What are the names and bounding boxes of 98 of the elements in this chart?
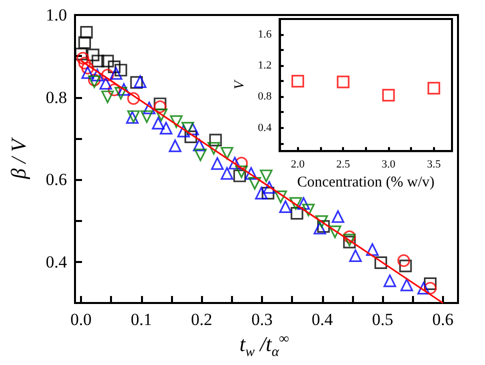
point [262, 181, 276, 194]
point [291, 74, 304, 88]
point [228, 156, 242, 170]
point [233, 170, 246, 182]
y-axis-title: β / V [6, 137, 30, 180]
point [397, 254, 410, 267]
point [130, 76, 143, 89]
y-tick-label: 0.4 [258, 122, 272, 134]
point [192, 138, 206, 152]
point [317, 220, 330, 233]
x-tick-label: 3.5 [426, 158, 442, 171]
point [184, 130, 198, 144]
point [168, 140, 182, 152]
point [424, 282, 437, 294]
point [207, 142, 220, 155]
x-axis-title: Concentration (% w/v) [297, 174, 435, 190]
point [114, 64, 128, 76]
point [86, 48, 100, 62]
point [181, 122, 194, 134]
x-tick-label: 0.5 [372, 310, 394, 329]
point [343, 230, 356, 244]
y-tick-label: 1.6 [258, 28, 272, 41]
point [262, 186, 274, 200]
x-tick-label: 0.3 [251, 310, 273, 329]
point [328, 226, 342, 238]
point [134, 75, 146, 88]
y-tick-label: 1.2 [258, 60, 272, 72]
point [235, 156, 248, 170]
point [154, 108, 168, 122]
x-tick-label: 0.4 [312, 310, 334, 329]
point [314, 222, 326, 234]
point [248, 176, 262, 190]
point [424, 277, 437, 290]
point [80, 26, 93, 39]
x-tick-label: 2.5 [336, 158, 351, 171]
point [235, 165, 248, 178]
point [110, 67, 122, 80]
point [170, 115, 183, 128]
point [302, 204, 315, 216]
point [99, 76, 112, 90]
point [428, 82, 440, 94]
point [417, 282, 430, 294]
point [220, 167, 234, 180]
point [108, 60, 121, 74]
point [400, 278, 414, 292]
point [244, 167, 258, 180]
point [399, 260, 412, 272]
point [114, 86, 128, 100]
x-tick-label: 2.0 [290, 158, 306, 171]
point [78, 36, 91, 49]
x-tick-label: 0.0 [70, 310, 92, 329]
point [108, 84, 121, 96]
x-tick-label: 0.1 [130, 310, 152, 329]
point [101, 90, 114, 104]
point [118, 83, 130, 96]
point [186, 122, 199, 136]
point [209, 134, 222, 146]
point [290, 207, 304, 220]
x-tick-label: 0.6 [432, 310, 454, 329]
point [279, 200, 292, 214]
y-tick-label: 0.8 [46, 88, 67, 107]
y-tick-label: 1.0 [46, 6, 67, 24]
point [152, 116, 165, 130]
point [297, 197, 310, 210]
point [160, 122, 172, 134]
y-tick-label: 0.4 [46, 252, 68, 272]
point [127, 92, 140, 105]
point [289, 197, 302, 210]
point [384, 274, 396, 288]
point [91, 68, 104, 82]
point [154, 100, 166, 114]
x-tick-label: 3.0 [382, 158, 396, 171]
point [142, 102, 156, 114]
point [255, 186, 268, 200]
point [260, 170, 272, 182]
point [81, 66, 94, 79]
point [336, 76, 350, 88]
y-axis-title: V [232, 79, 248, 90]
point [274, 190, 287, 204]
point [315, 215, 328, 228]
point [382, 88, 395, 102]
point [81, 62, 94, 74]
point [76, 52, 90, 64]
point [101, 68, 114, 82]
y-tick-label: 0.8 [258, 90, 272, 103]
point [374, 256, 388, 269]
point [74, 48, 88, 60]
point [194, 148, 207, 162]
point [140, 110, 154, 123]
point [92, 54, 104, 68]
point [101, 54, 114, 68]
point [220, 146, 234, 160]
x-tick-label: 0.2 [191, 310, 212, 329]
point [211, 157, 224, 170]
point [366, 243, 379, 256]
point [349, 249, 362, 262]
point [78, 56, 91, 70]
point [332, 210, 344, 223]
